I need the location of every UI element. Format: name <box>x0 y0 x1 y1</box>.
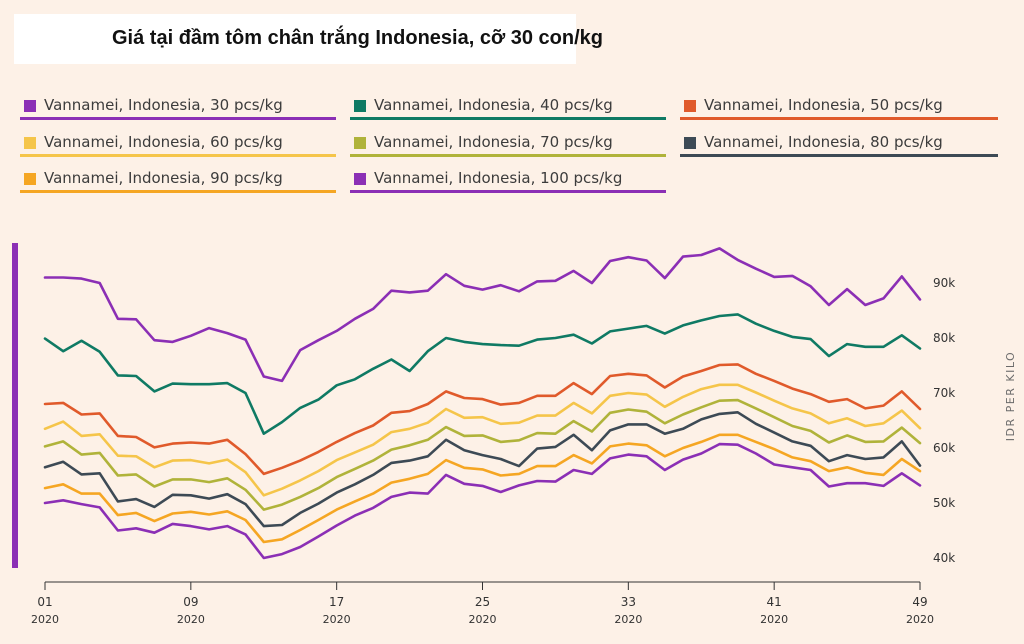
legend-underline <box>680 154 998 157</box>
series-line-5 <box>43 410 922 528</box>
y-tick-label-0: 40k <box>933 551 955 565</box>
legend-underline <box>20 154 336 157</box>
y-tick-label-5: 90k <box>933 276 955 290</box>
x-tick-year-4: 2020 <box>614 613 642 626</box>
legend-item-7[interactable]: Vannamei, Indonesia, 100 pcs/kg <box>350 167 666 193</box>
x-tick-year-6: 2020 <box>906 613 934 626</box>
y-axis-label: IDR PER KILO <box>1004 351 1017 441</box>
series-line-0 <box>43 247 922 383</box>
legend-underline <box>20 190 336 193</box>
legend-swatch <box>354 137 366 149</box>
y-tick-label-3: 70k <box>933 386 955 400</box>
legend-swatch <box>24 100 36 112</box>
x-tick-label-4: 33 <box>621 595 636 609</box>
x-tick-label-1: 09 <box>183 595 198 609</box>
legend-item-1[interactable]: Vannamei, Indonesia, 40 pcs/kg <box>350 94 666 120</box>
left-accent-bar <box>12 243 18 568</box>
series-line-3 <box>43 383 922 497</box>
legend-item-0[interactable]: Vannamei, Indonesia, 30 pcs/kg <box>20 94 336 120</box>
title-background <box>14 14 576 64</box>
x-tick-label-2: 17 <box>329 595 344 609</box>
series-line-7 <box>43 442 922 560</box>
legend-item-5[interactable]: Vannamei, Indonesia, 80 pcs/kg <box>680 131 998 157</box>
legend-label: Vannamei, Indonesia, 100 pcs/kg <box>374 169 623 187</box>
legend-item-6[interactable]: Vannamei, Indonesia, 90 pcs/kg <box>20 167 336 193</box>
legend-label: Vannamei, Indonesia, 50 pcs/kg <box>704 96 943 114</box>
x-tick-label-6: 49 <box>912 595 927 609</box>
legend-swatch <box>24 137 36 149</box>
y-tick-label-2: 60k <box>933 441 955 455</box>
x-tick-label-3: 25 <box>475 595 490 609</box>
chart-title: Giá tại đầm tôm chân trắng Indonesia, cỡ… <box>112 27 603 49</box>
legend-item-4[interactable]: Vannamei, Indonesia, 70 pcs/kg <box>350 131 666 157</box>
x-tick-label-0: 01 <box>37 595 52 609</box>
legend-underline <box>680 117 998 120</box>
legend-item-3[interactable]: Vannamei, Indonesia, 60 pcs/kg <box>20 131 336 157</box>
legend-item-2[interactable]: Vannamei, Indonesia, 50 pcs/kg <box>680 94 998 120</box>
y-tick-label-1: 50k <box>933 496 955 510</box>
legend-swatch <box>24 173 36 185</box>
legend-underline <box>350 154 666 157</box>
legend-swatch <box>684 137 696 149</box>
series-line-6 <box>43 433 922 544</box>
legend-underline <box>350 190 666 193</box>
legend-label: Vannamei, Indonesia, 70 pcs/kg <box>374 133 613 151</box>
legend-label: Vannamei, Indonesia, 60 pcs/kg <box>44 133 283 151</box>
series-line-1 <box>43 313 922 436</box>
x-tick-year-0: 2020 <box>31 613 59 626</box>
x-tick-label-5: 41 <box>767 595 782 609</box>
legend-label: Vannamei, Indonesia, 30 pcs/kg <box>44 96 283 114</box>
series-line-4 <box>43 398 922 511</box>
x-tick-year-3: 2020 <box>469 613 497 626</box>
legend-label: Vannamei, Indonesia, 90 pcs/kg <box>44 169 283 187</box>
legend-swatch <box>354 100 366 112</box>
legend-underline <box>20 117 336 120</box>
y-tick-label-4: 80k <box>933 331 955 345</box>
series-line-2 <box>43 363 922 476</box>
legend-swatch <box>684 100 696 112</box>
x-tick-year-2: 2020 <box>323 613 351 626</box>
legend-label: Vannamei, Indonesia, 40 pcs/kg <box>374 96 613 114</box>
x-tick-year-5: 2020 <box>760 613 788 626</box>
legend-swatch <box>354 173 366 185</box>
legend-label: Vannamei, Indonesia, 80 pcs/kg <box>704 133 943 151</box>
legend-underline <box>350 117 666 120</box>
x-tick-year-1: 2020 <box>177 613 205 626</box>
